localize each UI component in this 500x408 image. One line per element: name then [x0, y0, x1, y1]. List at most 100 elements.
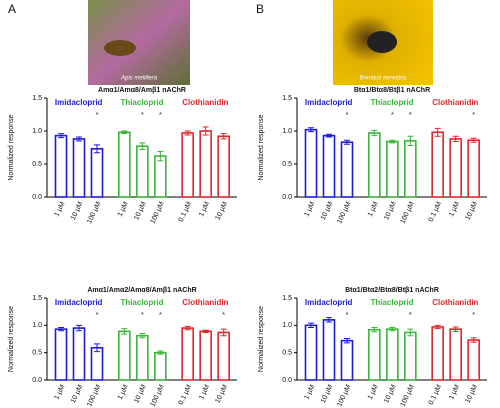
error-bar — [202, 329, 209, 333]
error-bar — [326, 317, 332, 323]
x-tick-label: 1 µM — [367, 201, 380, 218]
x-tick-label: 10 µM — [465, 384, 480, 405]
x-tick-label: 10 µM — [465, 201, 480, 222]
error-bar — [76, 324, 82, 332]
bar — [136, 334, 149, 381]
x-tick-label: 100 µM — [336, 384, 352, 408]
error-bar — [371, 129, 378, 137]
bar — [386, 140, 399, 198]
error-bar — [326, 133, 332, 138]
x-tick-label: 10 µM — [383, 201, 398, 222]
y-tick-label: 1.0 — [32, 128, 42, 135]
y-tick-label: 0.0 — [282, 377, 292, 384]
error-bar — [389, 139, 396, 144]
y-tick-label: 1.0 — [282, 128, 292, 135]
x-tick-label: 100 µM — [400, 384, 416, 408]
error-bar — [470, 137, 477, 143]
x-tick-label: 0.1 µM — [178, 201, 194, 224]
bar — [199, 330, 212, 381]
y-axis-label: Normalized response — [8, 306, 15, 372]
error-bar — [121, 328, 128, 335]
y-tick-label: 0.5 — [282, 161, 292, 168]
significance-star: * — [472, 112, 475, 119]
bar — [431, 131, 444, 198]
legend-label: Clothianidin — [182, 98, 228, 107]
photo-caption: Apis mellifera — [120, 76, 158, 82]
error-bar — [139, 333, 146, 339]
error-bar — [434, 324, 441, 330]
x-tick-label: 10 µM — [133, 201, 148, 222]
significance-star: * — [222, 312, 225, 319]
bar — [368, 132, 381, 198]
legend-label: Thiacloprid — [120, 98, 163, 107]
legend-label: Clothianidin — [432, 98, 478, 107]
y-tick-label: 0.0 — [282, 194, 292, 201]
legend-label: Clothianidin — [432, 298, 478, 307]
y-axis-label: Normalized response — [258, 114, 265, 180]
error-bar — [58, 133, 64, 139]
significance-star: * — [159, 112, 162, 119]
x-tick-label: 100 µM — [150, 201, 166, 225]
y-tick-label: 1.5 — [32, 95, 42, 102]
y-tick-label: 0.5 — [282, 350, 292, 357]
x-tick-label: 1 µM — [117, 201, 130, 218]
bar — [118, 131, 131, 198]
y-tick-label: 0.0 — [32, 194, 42, 201]
bar — [181, 132, 194, 198]
bar — [72, 138, 86, 198]
significance-star: * — [472, 312, 475, 319]
panel-letter: A — [8, 2, 16, 16]
y-tick-label: 0.0 — [32, 377, 42, 384]
x-tick-label: 10 µM — [383, 384, 398, 405]
error-bar — [157, 350, 164, 355]
error-bar — [157, 150, 164, 162]
photo-honeybee — [88, 0, 190, 85]
bar — [154, 351, 167, 381]
bar — [304, 324, 318, 381]
significance-star: * — [141, 312, 144, 319]
error-bar — [184, 325, 191, 331]
legend-label: Imidacloprid — [305, 98, 353, 107]
x-tick-label: 10 µM — [320, 384, 335, 405]
bar — [449, 138, 462, 198]
error-bar — [389, 327, 396, 332]
bar — [181, 327, 194, 381]
error-bar — [220, 328, 227, 337]
x-tick-label: 1 µM — [54, 201, 67, 218]
bar — [217, 135, 230, 198]
x-tick-label: 100 µM — [400, 201, 416, 225]
significance-star: * — [346, 112, 349, 119]
error-bar — [76, 136, 82, 142]
x-tick-label: 1 µM — [448, 201, 461, 218]
chart-title: Btα1/Btα2/Btα8/Btβ1 nAChR — [345, 287, 439, 294]
bar — [304, 128, 318, 198]
error-bar — [452, 326, 459, 332]
y-tick-label: 1.5 — [32, 295, 42, 302]
error-bar — [94, 343, 100, 353]
error-bar — [308, 322, 314, 329]
bar — [90, 346, 104, 381]
panel-letter: B — [256, 2, 264, 16]
bar — [154, 155, 167, 198]
y-tick-label: 1.5 — [282, 295, 292, 302]
error-bar — [407, 328, 414, 337]
bee-shape — [367, 31, 397, 53]
error-bar — [452, 135, 459, 143]
legend-label: Thiacloprid — [370, 298, 413, 307]
y-tick-label: 0.5 — [32, 350, 42, 357]
bar — [386, 328, 399, 381]
bar — [72, 327, 86, 381]
x-tick-label: 100 µM — [86, 201, 102, 225]
significance-star: * — [346, 312, 349, 319]
bar — [322, 134, 336, 198]
bar — [467, 339, 480, 381]
x-tick-label: 1 µM — [117, 384, 130, 401]
y-tick-label: 1.5 — [282, 95, 292, 102]
legend-label: Imidacloprid — [55, 98, 103, 107]
x-tick-label: 1 µM — [198, 384, 211, 401]
error-bar — [344, 139, 350, 145]
legend-label: Thiacloprid — [370, 98, 413, 107]
bar — [431, 326, 444, 381]
x-tick-label: 1 µM — [198, 201, 211, 218]
